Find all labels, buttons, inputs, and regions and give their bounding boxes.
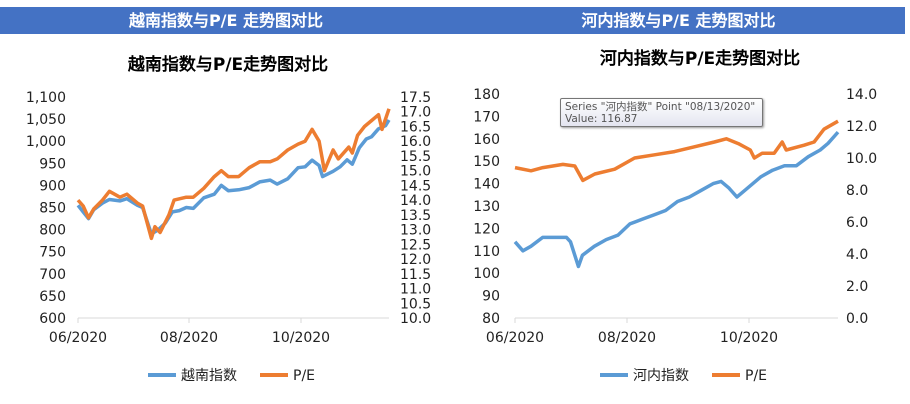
y2-tick-label: 14.0 — [400, 193, 431, 209]
x-tick-label: 10/2020 — [720, 330, 778, 346]
x-tick-label: 08/2020 — [598, 330, 656, 346]
y-tick-label: 150 — [473, 154, 500, 170]
y2-tick-label: 16.5 — [400, 119, 431, 135]
y-tick-label: 80 — [482, 311, 500, 327]
y2-tick-label: 0.0 — [846, 311, 868, 327]
y-tick-label: 950 — [39, 156, 66, 172]
legend-label: 河内指数 — [633, 368, 689, 384]
y2-tick-label: 15.5 — [400, 149, 431, 165]
y-tick-label: 850 — [39, 201, 66, 217]
y2-tick-label: 13.0 — [400, 223, 431, 239]
header-bar-left: 越南指数与P/E 走势图对比 — [0, 7, 452, 34]
y2-tick-label: 14.0 — [846, 87, 877, 103]
chart-title: 越南指数与P/E走势图对比 — [127, 54, 328, 75]
y2-tick-label: 17.0 — [400, 105, 431, 121]
y2-tick-label: 12.0 — [400, 252, 431, 268]
y2-tick-label: 11.0 — [400, 282, 431, 298]
y-tick-label: 600 — [39, 311, 66, 327]
y2-tick-label: 17.5 — [400, 90, 431, 106]
y-tick-label: 650 — [39, 289, 66, 305]
y2-tick-label: 11.5 — [400, 267, 431, 283]
y-tick-label: 110 — [473, 244, 500, 260]
y-tick-label: 180 — [473, 87, 500, 103]
y2-tick-label: 12.5 — [400, 237, 431, 253]
x-tick-label: 06/2020 — [49, 330, 107, 346]
y2-tick-label: 10.0 — [846, 151, 877, 167]
series-line-pe — [76, 108, 391, 241]
y2-tick-label: 10.5 — [400, 296, 431, 312]
y-tick-label: 1,050 — [26, 112, 66, 128]
y-tick-label: 140 — [473, 177, 500, 193]
series-line-index — [76, 119, 391, 236]
y-tick-label: 160 — [473, 132, 500, 148]
legend-label: P/E — [293, 368, 315, 384]
y2-tick-label: 13.5 — [400, 208, 431, 224]
series-line-index — [513, 130, 840, 269]
x-tick-label: 08/2020 — [160, 330, 218, 346]
y2-tick-label: 6.0 — [846, 215, 868, 231]
y-tick-label: 900 — [39, 178, 66, 194]
y-tick-label: 130 — [473, 199, 500, 215]
tooltip-series: Series "河内指数" Point "08/13/2020" — [565, 101, 756, 113]
y-tick-label: 90 — [482, 289, 500, 305]
y2-tick-label: 2.0 — [846, 279, 868, 295]
y2-tick-label: 8.0 — [846, 183, 868, 199]
x-tick-label: 06/2020 — [486, 330, 544, 346]
header-bar-right: 河内指数与P/E 走势图对比 — [452, 7, 905, 34]
y2-tick-label: 4.0 — [846, 247, 868, 263]
x-tick-label: 10/2020 — [272, 330, 330, 346]
y2-tick-label: 12.0 — [846, 119, 877, 135]
y-tick-label: 1,100 — [26, 90, 66, 106]
y-tick-label: 700 — [39, 267, 66, 283]
y-tick-label: 170 — [473, 109, 500, 125]
y2-tick-label: 14.5 — [400, 178, 431, 194]
y-tick-label: 120 — [473, 221, 500, 237]
legend-label: 越南指数 — [181, 368, 237, 384]
series-line-pe — [514, 119, 839, 183]
y2-tick-label: 15.0 — [400, 164, 431, 180]
y-tick-label: 800 — [39, 223, 66, 239]
y-tick-label: 750 — [39, 245, 66, 261]
tooltip-value: Value: 116.87 — [565, 113, 638, 125]
y2-tick-label: 10.0 — [400, 311, 431, 327]
y-tick-label: 1,000 — [26, 134, 66, 150]
chart-title: 河内指数与P/E走势图对比 — [600, 48, 800, 69]
y-tick-label: 100 — [473, 266, 500, 282]
y2-tick-label: 16.0 — [400, 134, 431, 150]
legend-label: P/E — [745, 368, 767, 384]
tooltip: Series "河内指数" Point "08/13/2020" Value: … — [560, 98, 763, 127]
